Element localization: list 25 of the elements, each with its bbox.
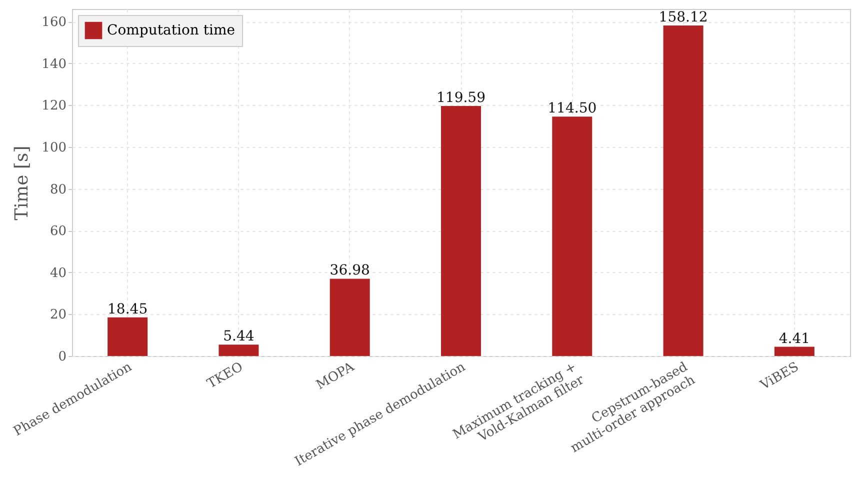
bar [663,25,704,356]
y-tick-label: 80 [50,182,66,198]
legend-label: Computation time [107,22,236,38]
y-tick-label: 100 [42,140,66,156]
data-label: 5.44 [223,328,254,345]
y-tick-label: 0 [58,350,66,364]
y-tick-label: 20 [50,308,66,323]
data-label: 18.45 [108,301,148,318]
y-tick-label: 60 [50,224,66,240]
bar [108,317,148,356]
y-tick-label: 160 [42,15,66,30]
bar [774,346,814,356]
bar [218,344,259,356]
bar [330,278,370,356]
data-label: 4.41 [778,330,810,347]
data-label: 114.50 [548,100,597,117]
y-tick-label: 140 [42,56,66,72]
data-label: 119.59 [436,90,486,106]
bar [552,116,592,356]
y-axis-title: Time [s] [12,146,33,220]
data-label: 36.98 [330,262,370,279]
y-tick-label: 40 [50,266,66,281]
bar [441,106,481,356]
data-label: 158.12 [658,9,708,26]
y-tick-label: 120 [42,98,66,114]
